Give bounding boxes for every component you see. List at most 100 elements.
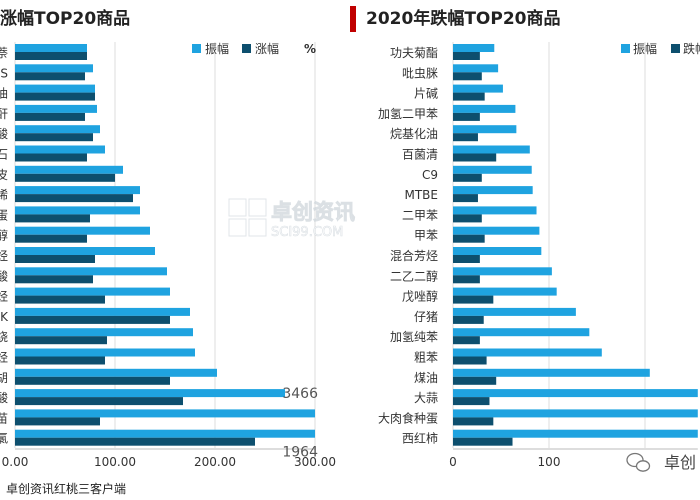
category-label: 烃	[0, 351, 8, 365]
bar-amplitude	[15, 104, 97, 113]
bar-change	[15, 133, 93, 142]
category-label: C9	[422, 168, 438, 182]
bar-amplitude	[15, 429, 315, 438]
bar-amplitude	[453, 165, 532, 174]
category-label: 醇	[0, 228, 8, 243]
x-tick-label: 0	[449, 455, 457, 469]
bar-amplitude	[15, 287, 170, 296]
data-label: 1964	[282, 445, 318, 461]
watermark: 卓创资讯 SCI99.COM	[228, 198, 355, 240]
legend-swatch-change	[242, 44, 251, 53]
category-label: 加氢二甲苯	[378, 106, 438, 121]
bar-change	[15, 255, 95, 263]
right-chart-title: 2020年跌幅TOP20商品	[366, 8, 560, 29]
bar-amplitude	[453, 64, 499, 73]
category-label: 煤油	[414, 371, 438, 385]
bar-decline	[453, 376, 497, 385]
legend-label-amplitude: 振幅	[205, 41, 229, 56]
bar-amplitude	[453, 206, 537, 215]
category-label: 酸	[0, 126, 8, 141]
category-label: 油	[0, 87, 8, 101]
unit-label: %	[304, 42, 316, 56]
wechat-icon	[626, 452, 651, 472]
bar-change	[15, 275, 93, 284]
category-label: 片碱	[414, 87, 438, 101]
wechat-label: 卓创	[664, 453, 696, 472]
bar-decline	[453, 72, 482, 81]
bar-change	[15, 437, 255, 446]
bar-amplitude	[15, 247, 155, 255]
category-label: 大肉食种蛋	[378, 410, 438, 425]
category-label: 烧	[0, 330, 8, 344]
bar-amplitude	[453, 247, 542, 255]
bar-amplitude	[453, 104, 516, 113]
bar-amplitude	[15, 84, 95, 93]
legend-swatch-decline	[671, 44, 680, 53]
bar-amplitude	[15, 64, 93, 73]
bar-amplitude	[453, 429, 698, 438]
bar-change	[15, 153, 87, 162]
footer-text: 卓创资讯红桃三客户端	[6, 481, 126, 496]
bar-change	[15, 295, 105, 304]
x-tick-label: 0.00	[2, 455, 29, 469]
category-label: 功夫菊酯	[390, 46, 438, 60]
category-label: 二甲苯	[402, 208, 438, 222]
bar-change	[15, 52, 87, 60]
category-label: 酸	[0, 390, 8, 405]
bar-amplitude	[453, 307, 576, 316]
legend-swatch-amplitude	[621, 44, 630, 53]
bar-amplitude	[453, 409, 698, 418]
legend-swatch-amplitude	[192, 44, 201, 53]
bar-amplitude	[453, 125, 517, 134]
legend-label-amplitude: 振幅	[633, 41, 657, 56]
bar-amplitude	[15, 165, 123, 174]
category-label: 戊唑醇	[402, 289, 438, 304]
bar-change	[15, 72, 85, 81]
bar-amplitude	[15, 368, 217, 377]
bar-amplitude	[453, 328, 590, 337]
bar-amplitude	[15, 206, 140, 215]
bar-amplitude	[453, 226, 540, 235]
bar-change	[15, 214, 90, 223]
bar-amplitude	[15, 307, 190, 316]
bar-amplitude	[453, 267, 552, 276]
bar-change	[15, 397, 183, 406]
category-label: 混合芳烃	[390, 248, 438, 263]
bar-amplitude	[15, 267, 167, 276]
bar-change	[15, 356, 105, 365]
category-label: 粗苯	[414, 351, 438, 365]
category-label: 大蒜	[414, 391, 438, 405]
bar-decline	[453, 214, 482, 223]
watermark-logo-icon	[228, 198, 267, 237]
bar-amplitude	[15, 389, 285, 398]
bar-decline	[453, 356, 487, 365]
left-legend: 振幅 涨幅 %	[192, 41, 316, 56]
data-label: 3466	[282, 386, 318, 402]
bar-amplitude	[15, 44, 87, 52]
x-tick-label: 300.00	[294, 455, 336, 469]
bar-amplitude	[15, 125, 100, 134]
bar-change	[15, 417, 100, 426]
bar-change	[15, 112, 85, 121]
category-label: 烃	[0, 290, 8, 304]
bar-change	[15, 336, 107, 345]
bar-change	[15, 92, 95, 101]
bar-amplitude	[453, 389, 698, 398]
left-grid: 0.00 100.00 200.00 300.00	[2, 42, 336, 469]
category-label: 吡虫脒	[402, 65, 438, 80]
category-label: 仔猪	[414, 310, 438, 324]
bar-change	[15, 315, 170, 324]
bar-amplitude	[15, 409, 315, 418]
legend-label-decline: 跌幅	[683, 41, 700, 56]
bar-decline	[453, 275, 480, 284]
bar-amplitude	[453, 145, 530, 154]
right-title-accent-bar	[350, 6, 356, 32]
category-label: 氯	[0, 432, 8, 446]
bar-amplitude	[453, 186, 533, 195]
wechat-badge: 卓创	[626, 452, 696, 472]
bar-amplitude	[453, 348, 602, 357]
bar-decline	[453, 437, 513, 446]
category-label: 烃	[0, 249, 8, 263]
bar-decline	[453, 397, 490, 406]
bar-amplitude	[453, 368, 650, 377]
